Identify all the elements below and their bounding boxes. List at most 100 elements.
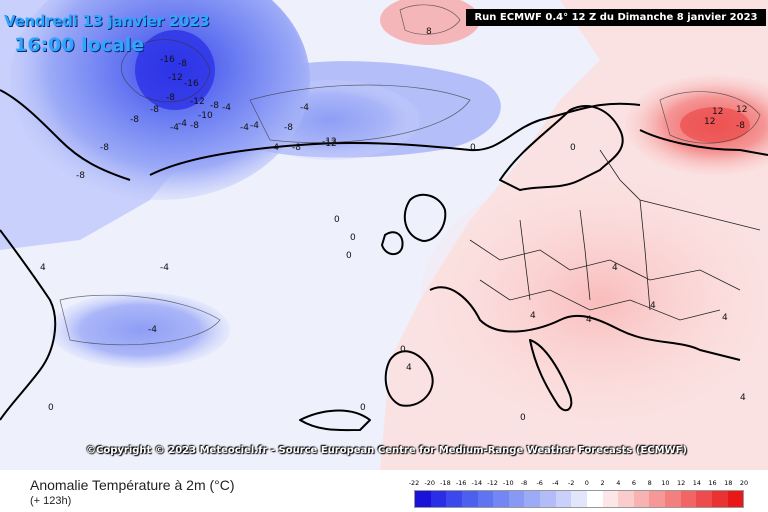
color-scale-label: -10 — [502, 479, 514, 487]
contour-label: 0 — [520, 413, 526, 423]
contour-label: 0 — [346, 251, 352, 261]
contour-label: -4 — [240, 123, 249, 133]
local-time: 16:00 locale — [14, 34, 145, 56]
greenland-cold-center — [135, 30, 215, 110]
color-swatch — [696, 491, 712, 507]
contour-label: 0 — [48, 403, 54, 413]
contour-label: -10 — [198, 111, 213, 121]
atlantic-cold-field — [50, 292, 230, 368]
contour-label: 4 — [740, 393, 746, 403]
color-swatch — [493, 491, 509, 507]
color-scale: -22 -20 -18 -16 -14 -12 -10 -8 -6 -4 -2 0 2 4 6 8 10 12 14… — [409, 479, 748, 509]
color-scale-label: 18 — [724, 479, 733, 487]
color-scale-swatches — [414, 490, 744, 508]
color-scale-label: -6 — [536, 479, 543, 487]
color-scale-label: 4 — [616, 479, 621, 487]
run-info-banner: Run ECMWF 0.4° 12 Z du Dimanche 8 janvie… — [466, 9, 766, 26]
color-scale-label: -16 — [455, 479, 467, 487]
color-swatch — [633, 491, 650, 507]
contour-label: 4 — [722, 313, 728, 323]
contour-label: 0 — [360, 403, 366, 413]
contour-label: -8 — [292, 143, 301, 153]
coastlines — [0, 89, 768, 432]
parameter-title: Anomalie Température à 2m (°C) — [30, 477, 235, 493]
contour-label: -4 — [222, 103, 231, 113]
color-swatch — [649, 491, 665, 507]
north-africa-coast — [299, 409, 371, 432]
north-america-coast — [0, 229, 57, 421]
europe-south-coast — [429, 286, 741, 361]
central-europe-warm — [420, 170, 768, 430]
map-canvas: -16 -8-12-16-8-8-12-10-8 -4-8 -4-4 -8-12-8-8… — [0, 0, 768, 470]
contour-label: -8 — [736, 121, 745, 131]
color-swatch — [446, 491, 462, 507]
color-scale-label: -22 — [408, 479, 420, 487]
color-scale-label: 12 — [677, 479, 686, 487]
contour-label: -8 — [210, 101, 219, 111]
color-swatch — [618, 491, 634, 507]
copyright-notice: ©Copyright © 2023 Meteociel.fr - Source … — [86, 445, 687, 456]
color-scale-labels: -22 -20 -18 -16 -14 -12 -10 -8 -6 -4 -2 0 2 4 6 8 10 12 14… — [409, 479, 748, 489]
legend-bar: Anomalie Température à 2m (°C) (+ 123h) … — [0, 470, 768, 512]
russia-coast — [639, 129, 768, 156]
contour-label: -8 — [190, 121, 199, 131]
contour-label: -4 — [250, 121, 259, 131]
color-swatch — [665, 491, 681, 507]
italy-coast — [529, 339, 573, 412]
contour-label: 4 — [406, 363, 412, 373]
color-swatch — [711, 491, 728, 507]
contour-label: 8 — [426, 27, 432, 37]
ireland-coast — [381, 231, 404, 256]
scandinavia-coast — [499, 105, 624, 191]
contour-label: -4 — [160, 263, 169, 273]
contour-label: 4 — [612, 263, 618, 273]
contour-label: 4 — [530, 311, 536, 321]
anomaly-map: -16 -8 -12 -16 -8 -8 -12 -10 -8 -4 -8 -4 -4 -8 -12 -8 -8… — [0, 0, 768, 470]
contour-label: -4 — [148, 325, 157, 335]
contour-label: -12 — [168, 73, 183, 83]
color-swatch — [727, 491, 744, 507]
color-scale-label: 20 — [739, 479, 749, 487]
contour-label: -12 — [322, 137, 337, 147]
color-swatch — [555, 491, 572, 507]
color-swatch — [540, 491, 556, 507]
contour-label: -16 — [184, 79, 199, 89]
color-scale-label: -14 — [471, 479, 483, 487]
color-scale-label: 2 — [600, 479, 605, 487]
color-swatch — [430, 491, 447, 507]
color-scale-label: -12 — [487, 479, 498, 487]
contour-labels: -16 -8-12-16-8-8-12-10-8 -4-8 -4-4 -8-12-8-8… — [40, 27, 747, 423]
contour-label: -8 — [76, 171, 85, 181]
color-swatch — [524, 491, 540, 507]
contour-label: -12 — [190, 97, 205, 107]
color-swatch — [477, 491, 494, 507]
color-swatch — [680, 491, 697, 507]
contour-label: -8 — [150, 105, 159, 115]
color-scale-label: -18 — [440, 479, 451, 487]
contour-label: 0 — [470, 143, 476, 153]
contour-label: 4 — [40, 263, 46, 273]
contour-label: -8 — [130, 115, 139, 125]
color-scale-label: -2 — [567, 479, 575, 487]
color-swatch — [586, 491, 603, 507]
color-scale-label: -8 — [520, 479, 528, 487]
color-swatch — [461, 491, 478, 507]
contour-label: -8 — [284, 123, 293, 133]
color-scale-label: 16 — [708, 479, 717, 487]
contour-label: -4 — [170, 123, 179, 133]
color-scale-label: 14 — [692, 479, 701, 487]
contour-label: 0 — [334, 215, 340, 225]
contour-label: -16 — [160, 55, 175, 65]
contour-label: -4 — [178, 119, 187, 129]
contour-label: 12 — [736, 105, 747, 115]
color-scale-label: 6 — [631, 479, 637, 487]
color-swatch — [415, 491, 431, 507]
color-swatch — [571, 491, 587, 507]
contour-label: 12 — [712, 107, 723, 117]
contour-label: -4 — [270, 143, 279, 153]
contour-label: -8 — [166, 93, 175, 103]
valid-date: Vendredi 13 janvier 2023 — [4, 12, 210, 30]
lead-time: (+ 123h) — [30, 495, 72, 507]
color-scale-label: -4 — [552, 479, 559, 487]
britain-coast — [403, 193, 447, 242]
